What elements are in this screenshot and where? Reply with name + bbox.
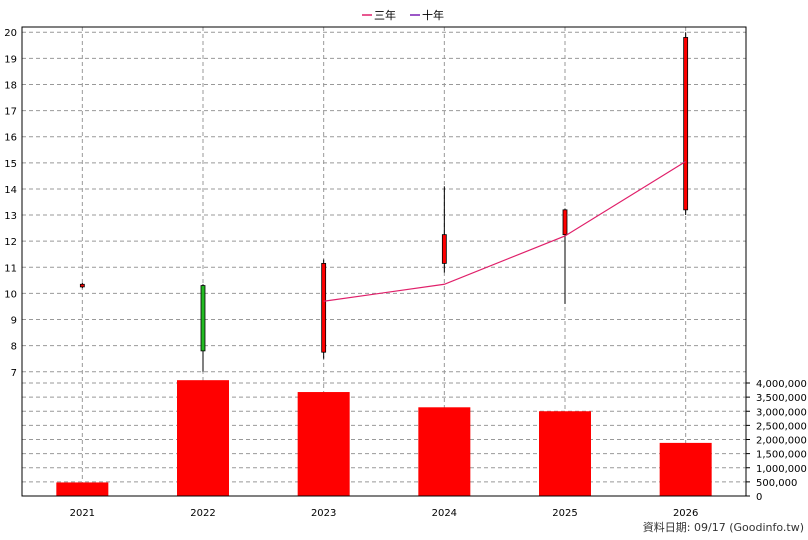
volume-tick-label: 1,000,000 [756, 464, 807, 475]
legend-label-avg10: 十年 [422, 8, 444, 22]
price-tick-label: 9 [11, 316, 17, 327]
volume-tick-label: 0 [756, 492, 762, 503]
volume-bar [418, 407, 471, 496]
volume-bar [297, 392, 350, 496]
x-tick-label: 2022 [190, 508, 215, 519]
candlesticks [79, 32, 689, 372]
volume-tick-label: 500,000 [756, 478, 797, 489]
volume-bar [177, 380, 229, 496]
volume-bar [539, 411, 591, 496]
volume-tick-label: 2,000,000 [756, 436, 807, 447]
candle-body [321, 262, 327, 353]
x-tick-label: 2023 [311, 508, 336, 519]
price-tick-label: 11 [4, 263, 17, 274]
candle-body [200, 285, 206, 352]
x-tick-label: 2025 [552, 508, 577, 519]
legend: 三年 十年 [362, 8, 444, 22]
x-tick-label: 2024 [432, 508, 457, 519]
grid-layer [22, 27, 746, 497]
price-tick-label: 10 [4, 289, 17, 300]
x-tick-label: 2026 [673, 508, 698, 519]
price-tick-label: 7 [11, 368, 17, 379]
volume-tick-label: 1,500,000 [756, 450, 807, 461]
moving-average-lines [323, 161, 686, 302]
candle-body [441, 234, 447, 264]
price-tick-label: 14 [4, 185, 17, 196]
volume-bar [56, 482, 109, 496]
candle-body [79, 283, 85, 288]
volume-bars [56, 380, 712, 496]
legend-label-avg3: 三年 [374, 8, 396, 22]
price-tick-label: 19 [4, 54, 17, 65]
price-tick-label: 12 [4, 237, 17, 248]
volume-bar [659, 442, 712, 496]
price-tick-label: 8 [11, 342, 17, 353]
price-tick-label: 16 [4, 133, 17, 144]
candle-body [562, 209, 568, 236]
avg-line-0 [323, 161, 686, 302]
candle-body [683, 37, 689, 211]
price-tick-label: 18 [4, 80, 17, 91]
footer-source: 資料日期: 09/17 (Goodinfo.tw) [643, 520, 804, 534]
volume-tick-label: 4,000,000 [756, 379, 807, 390]
plot-frame [21, 26, 747, 497]
price-tick-label: 20 [4, 28, 17, 39]
price-tick-label: 17 [4, 107, 17, 118]
x-tick-label: 2021 [70, 508, 95, 519]
volume-tick-label: 3,500,000 [756, 393, 807, 404]
volume-tick-label: 2,500,000 [756, 421, 807, 432]
volume-tick-label: 3,000,000 [756, 407, 807, 418]
tick-labels: 7 8 9 10 11 12 13 14 15 16 17 18 19 20 0 500,000 1,000,0… [4, 28, 807, 519]
axes [21, 26, 747, 497]
price-tick-label: 15 [4, 159, 17, 170]
price-tick-label: 13 [4, 211, 17, 222]
